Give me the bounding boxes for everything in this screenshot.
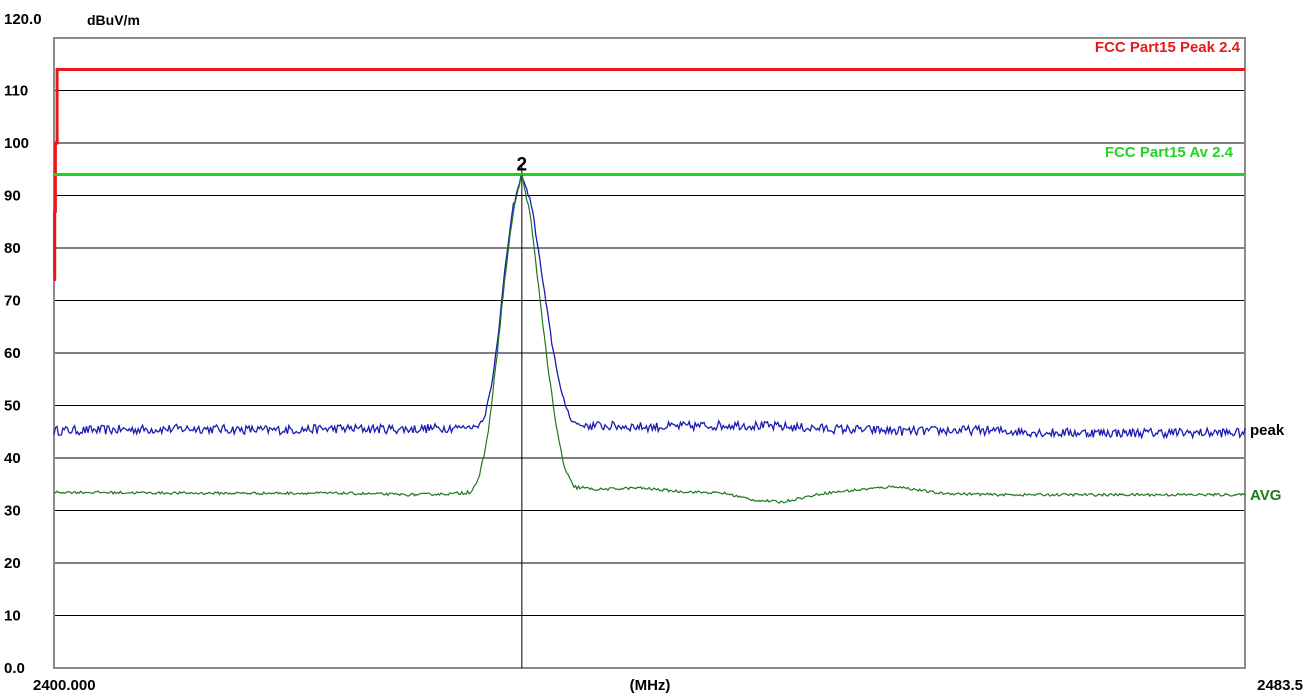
y-tick-label: 10 [4, 608, 21, 625]
series-labels: FCC Part15 Peak 2.4 FCC Part15 Av 2.4 peak… [1095, 39, 1285, 504]
y-tick-label: 100 [4, 135, 29, 152]
y-tick-label: 20 [4, 555, 21, 572]
series-line-avg [53, 173, 1089, 504]
marker-label: 2 [517, 155, 528, 176]
y-tick-label: 120.0 [4, 11, 42, 28]
plot-frame [53, 37, 1246, 669]
axis-labels: dBuV/m (MHz) 2400.000 2483.5 [33, 12, 1303, 694]
limit-lines [53, 68, 1245, 281]
y-tick-label: 40 [4, 450, 21, 467]
series-label-peak: peak [1250, 422, 1285, 439]
y-tick-label: 90 [4, 188, 21, 205]
y-tick-label: 30 [4, 503, 21, 520]
y-tick-label: 80 [4, 240, 21, 257]
y-tick-label: 60 [4, 345, 21, 362]
y-axis-unit-label: dBuV/m [87, 12, 140, 28]
x-tick-label-start: 2400.000 [33, 677, 96, 694]
x-tick-label-end: 2483.5 [1257, 677, 1303, 694]
series-label-avg: AVG [1250, 487, 1281, 504]
y-tick-label: 70 [4, 293, 21, 310]
marker-layer: 2 [517, 155, 528, 176]
y-tick-label: 110 [4, 83, 28, 100]
limit-line-peak [53, 68, 1245, 281]
series-tail-avg [1087, 492, 1246, 498]
series-tail-peak [1087, 426, 1246, 440]
data-series [53, 173, 1246, 504]
y-tick-label: 50 [4, 398, 21, 415]
limit-label-average: FCC Part15 Av 2.4 [1105, 144, 1234, 161]
limit-label-peak: FCC Part15 Peak 2.4 [1095, 39, 1241, 56]
x-axis-unit-label: (MHz) [630, 677, 671, 694]
y-tick-label: 0.0 [4, 660, 25, 677]
series-line-peak [53, 175, 1089, 439]
grid-layer: 120.0 110 100 90 80 70 60 50 40 30 20 10 0.0 [4, 11, 1246, 677]
